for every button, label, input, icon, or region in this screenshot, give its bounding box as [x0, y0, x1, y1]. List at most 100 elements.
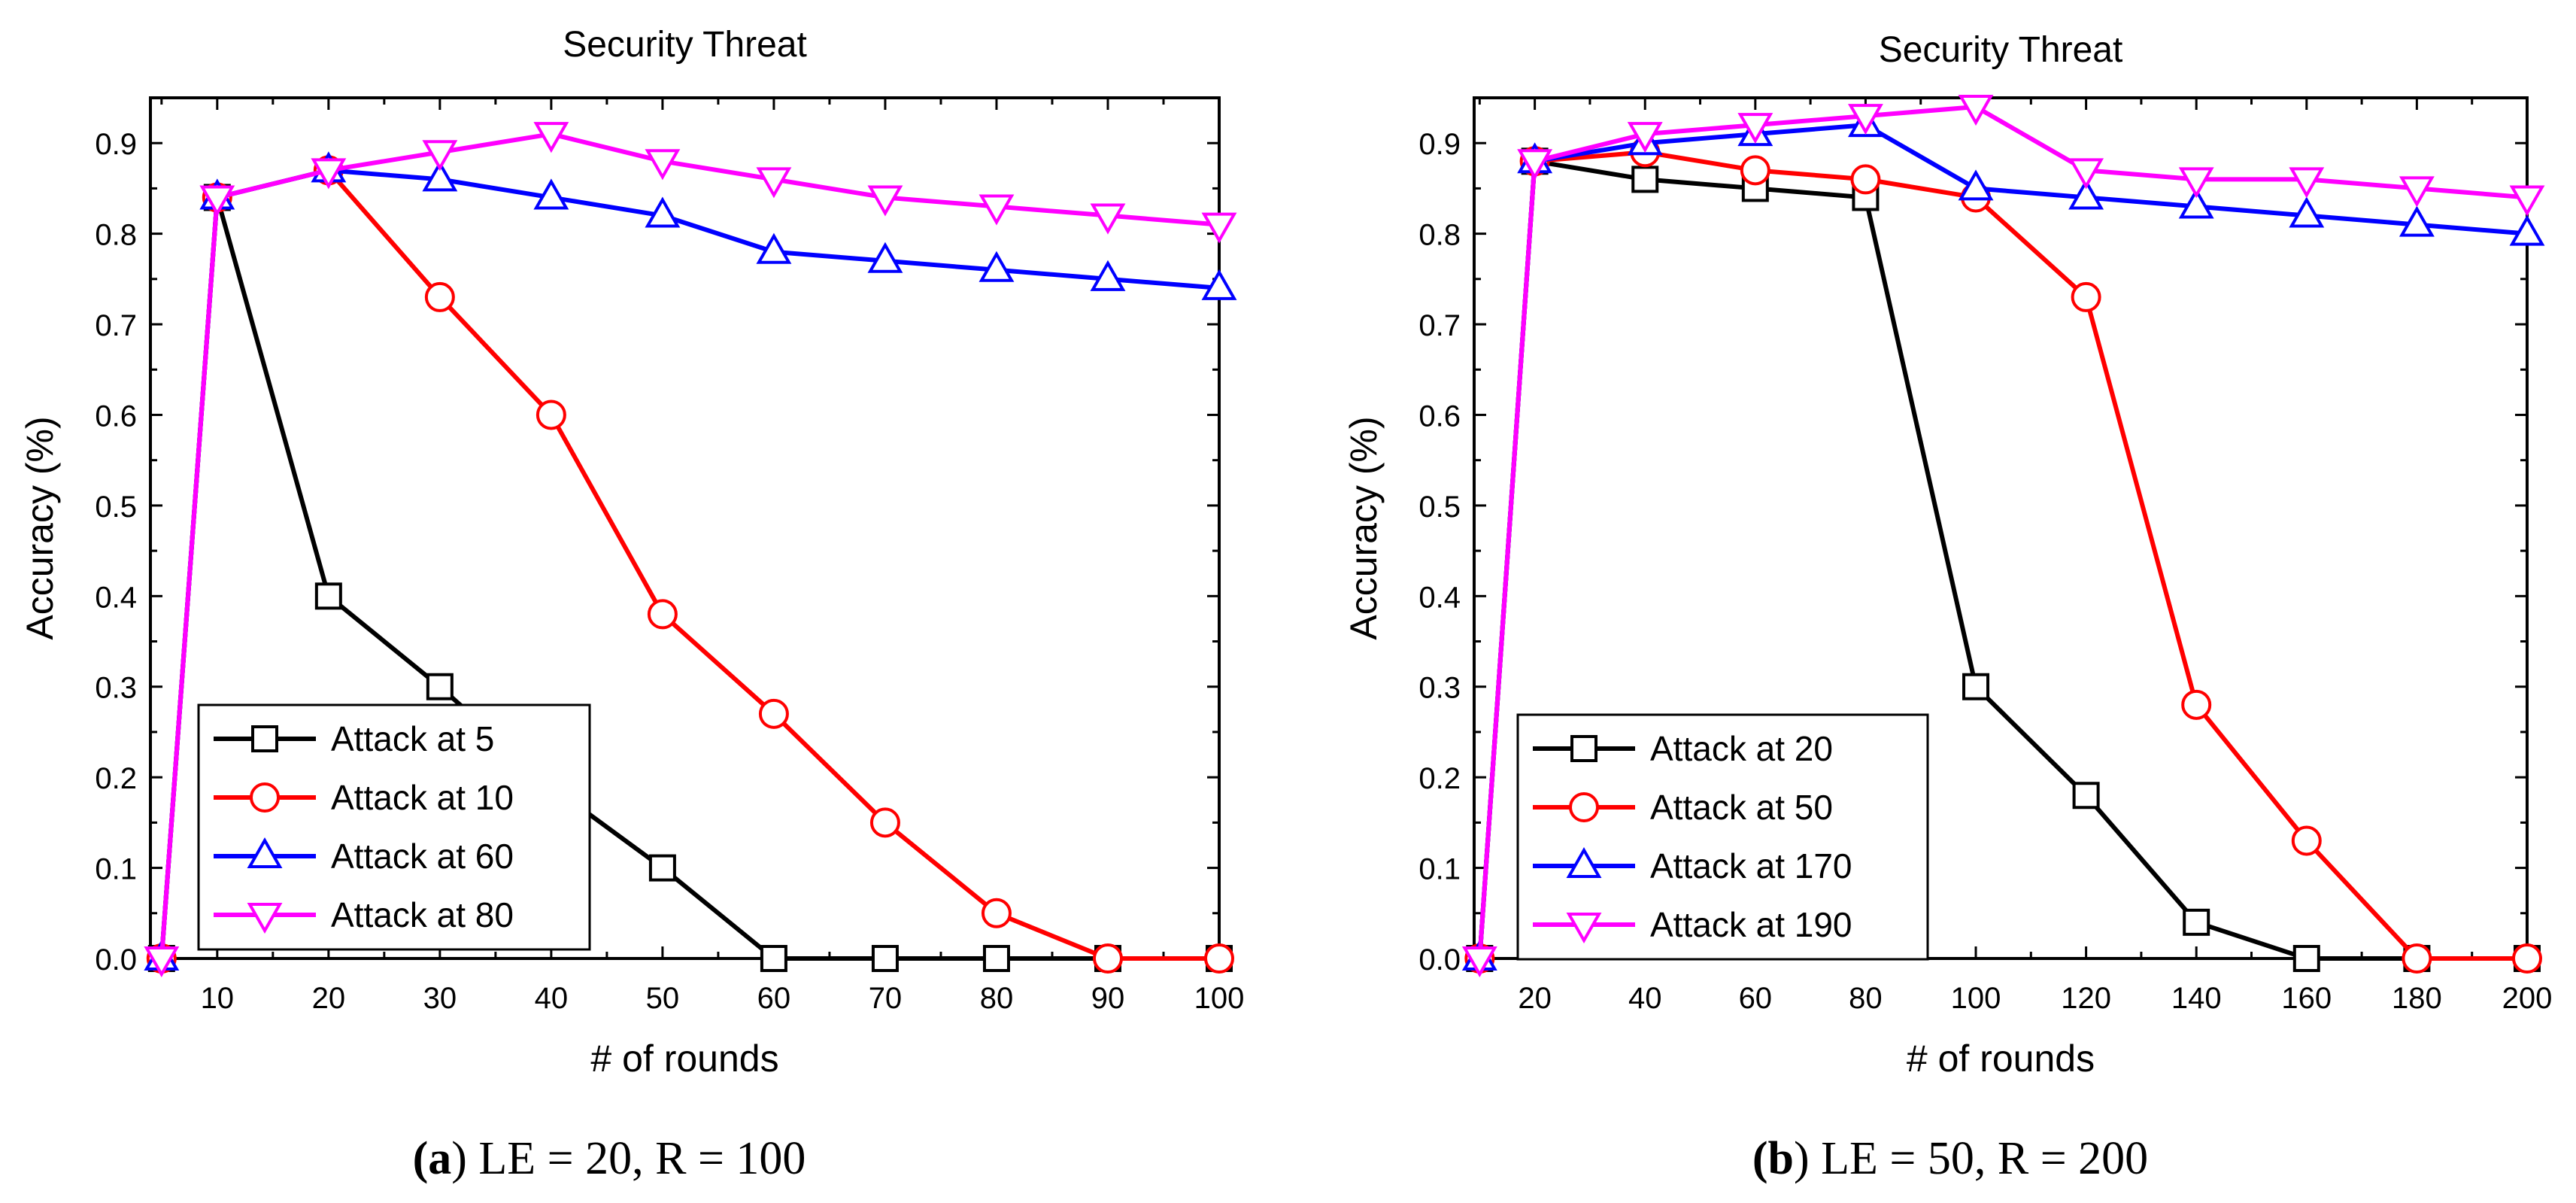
legend-item: Attack at 50	[1533, 788, 1833, 827]
data-point	[1631, 166, 1659, 193]
y-tick-label: 0.2	[95, 762, 137, 795]
legend-item: Attack at 80	[214, 895, 514, 934]
legend-item: Attack at 170	[1533, 846, 1852, 886]
y-tick-label: 0.8	[95, 219, 137, 252]
figure-caption: (a) LE = 20, R = 100	[413, 1133, 806, 1184]
series-attack-at-190	[1461, 95, 2545, 978]
series-attack-at-80	[144, 122, 1237, 978]
y-tick-label: 0.5	[1418, 491, 1461, 524]
data-point	[645, 196, 681, 228]
x-tick-label: 80	[980, 982, 1014, 1015]
data-point	[645, 149, 681, 181]
x-tick-label: 100	[1951, 982, 2001, 1015]
caption-letter: (b	[1752, 1133, 1794, 1184]
x-tick-label: 140	[2171, 982, 2222, 1015]
data-point	[2291, 825, 2322, 856]
data-point	[2509, 214, 2545, 246]
x-tick-label: 100	[1194, 982, 1245, 1015]
data-point	[144, 946, 180, 978]
x-tick-label: 50	[646, 982, 680, 1015]
data-point	[2509, 185, 2545, 217]
y-tick-label: 0.6	[95, 399, 137, 433]
legend-marker	[1566, 846, 1602, 878]
legend-label: Attack at 10	[331, 778, 514, 817]
x-tick-label: 10	[201, 982, 235, 1015]
y-tick-label: 0.7	[95, 309, 137, 342]
x-tick-label: 90	[1091, 982, 1125, 1015]
data-point	[867, 185, 903, 217]
y-tick-label: 0.3	[1418, 672, 1461, 705]
x-tick-label: 200	[2502, 982, 2553, 1015]
data-point	[2178, 187, 2214, 219]
chart-title: Security Threat	[1879, 30, 2123, 70]
data-point	[867, 242, 903, 273]
data-point	[1461, 946, 1497, 978]
legend-marker	[247, 837, 283, 868]
data-point	[1847, 104, 1883, 135]
caption-text: LE = 20, R = 100	[467, 1133, 806, 1184]
y-tick-label: 0.6	[1418, 399, 1461, 433]
x-tick-label: 60	[757, 982, 791, 1015]
data-point	[2178, 167, 2214, 199]
y-tick-label: 0.1	[95, 853, 137, 886]
data-point	[2512, 943, 2542, 974]
legend-item: Attack at 60	[214, 837, 514, 876]
data-point	[199, 185, 235, 217]
caption-paren: )	[451, 1133, 467, 1184]
data-point	[1092, 943, 1123, 974]
x-tick-label: 70	[869, 982, 903, 1015]
y-tick-label: 0.9	[95, 128, 137, 161]
data-point	[648, 854, 676, 882]
data-point	[2068, 178, 2104, 210]
data-point	[647, 599, 678, 630]
legend-item: Attack at 10	[214, 778, 514, 817]
x-tick-label: 80	[1849, 982, 1883, 1015]
y-tick-label: 0.7	[1418, 309, 1461, 342]
legend-label: Attack at 20	[1650, 729, 1833, 768]
legend-marker	[250, 782, 280, 813]
y-tick-label: 0.5	[95, 491, 137, 524]
x-axis-label: # of rounds	[590, 1037, 778, 1080]
plot-frame	[149, 96, 1221, 960]
data-point	[979, 194, 1015, 226]
chart-a: Security Threat 0.0 0.1 0.2 0.3 0.4 0.5 0.6 0.7 0…	[19, 25, 1244, 1184]
y-axis-label: Accuracy (%)	[1343, 416, 1385, 639]
legend-item: Attack at 20	[1533, 729, 1833, 768]
data-point	[1962, 673, 1990, 700]
legend-item: Attack at 5	[214, 719, 494, 758]
y-axis-label: Accuracy (%)	[19, 416, 61, 639]
data-point	[1517, 149, 1553, 181]
x-tick-label: 60	[1739, 982, 1773, 1015]
data-point	[311, 158, 347, 190]
data-point	[982, 945, 1010, 972]
x-tick-label: 20	[1518, 982, 1552, 1015]
data-point	[1090, 260, 1126, 291]
data-point	[1850, 164, 1881, 195]
y-tick-label: 0.0	[1418, 943, 1461, 977]
y-tick-label: 0.4	[95, 581, 137, 614]
legend-label: Attack at 190	[1650, 905, 1852, 944]
y-tick-label: 0.2	[1418, 762, 1461, 795]
data-point	[1737, 113, 1773, 144]
x-tick-label: 30	[423, 982, 457, 1015]
data-point	[758, 698, 789, 729]
chart-b: Security Threat 0.0 0.1 0.2 0.3 0.4 0.5 0.6 0.7 0…	[1343, 30, 2552, 1184]
x-tick-label: 40	[535, 982, 569, 1015]
data-point	[756, 232, 792, 264]
legend-marker	[247, 903, 283, 934]
data-point	[760, 945, 787, 972]
data-point	[2068, 158, 2104, 190]
data-point	[1627, 122, 1663, 153]
legend: Attack at 20 Attack at 50 Attack at 170 Att…	[1516, 713, 1929, 961]
y-tick-label: 0.4	[1418, 581, 1461, 614]
caption-paren: )	[1794, 1133, 1810, 1184]
y-tick-label: 0.1	[1418, 853, 1461, 886]
data-point	[2072, 782, 2100, 810]
data-point	[2183, 908, 2210, 936]
caption-text: LE = 50, R = 200	[1810, 1133, 2149, 1184]
data-point	[536, 399, 566, 430]
legend-label: Attack at 80	[331, 895, 514, 934]
legend-item: Attack at 190	[1533, 905, 1852, 944]
data-point	[1201, 212, 1237, 244]
